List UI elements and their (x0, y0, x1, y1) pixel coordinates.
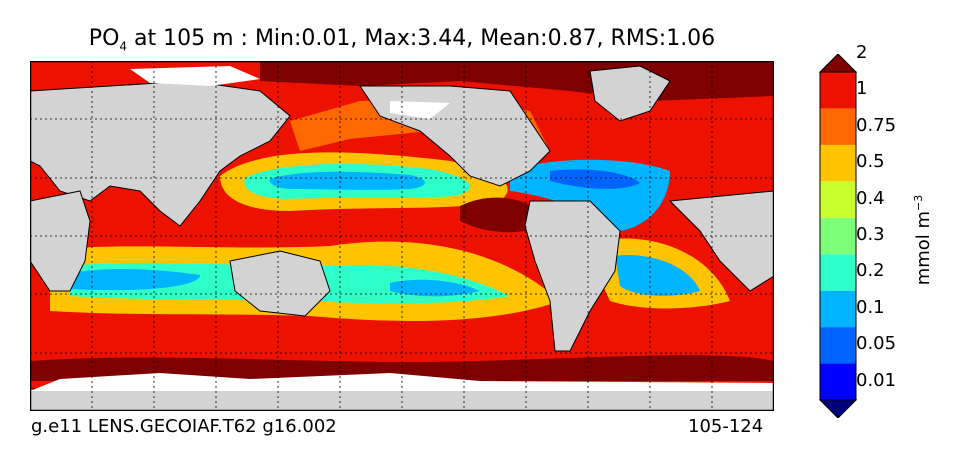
map-frame (30, 61, 774, 411)
colorbar-tick-label: 1 (856, 78, 868, 100)
land-australia (229, 250, 331, 317)
colorbar-extend-max (818, 54, 858, 73)
colorbar-tick-label: 2 (856, 41, 868, 63)
colorbar (818, 54, 858, 418)
colorbar-tick-label: 0.5 (856, 151, 885, 173)
footer-case-label: g.e11 LENS.GECOIAF.T62 g16.002 (31, 416, 337, 437)
colorbar-band (820, 144, 856, 182)
colorbar-band (820, 108, 856, 145)
colorbar-band (820, 363, 856, 400)
title-variable: PO (88, 26, 120, 51)
ocean-region-north-pacific-gyre-core (269, 171, 425, 190)
colorbar-tick-label: 0.1 (856, 296, 885, 318)
colorbar-frame (819, 71, 857, 401)
colorbar-tick-label: 0.75 (856, 114, 897, 136)
colorbar-units-label: mmol m−3 (912, 195, 934, 286)
colorbar-band (820, 254, 856, 291)
colorbar-units: mmol m (913, 210, 934, 286)
colorbar-band (820, 290, 856, 328)
colorbar-band (820, 217, 856, 255)
colorbar-tick-label: 0.2 (856, 260, 885, 282)
land-south-america (524, 200, 621, 352)
colorbar-band (820, 181, 856, 218)
ocean-region-south-pacific-core (390, 279, 480, 297)
title-stats: at 105 m : Min:0.01, Max:3.44, Mean:0.87… (127, 26, 716, 51)
plot-title: PO4 at 105 m : Min:0.01, Max:3.44, Mean:… (30, 26, 774, 53)
ocean-region-south-atlantic-inner (615, 255, 700, 296)
colorbar-extend-min (818, 399, 858, 418)
grid-lines (30, 61, 774, 411)
ocean-region-north-atlantic-core (550, 169, 640, 189)
footer-year-range: 105-124 (688, 416, 764, 437)
colorbar-tick-label: 0.3 (856, 224, 885, 245)
land-asia-europe (30, 80, 291, 227)
land-africa-east (668, 190, 774, 292)
land-africa (30, 190, 91, 292)
colorbar-band (820, 72, 856, 109)
colorbar-tick-label: 0.05 (856, 333, 897, 355)
title-variable-subscript: 4 (119, 39, 128, 54)
colorbar-tick-label: 0.4 (856, 187, 885, 209)
ocean-map (30, 61, 774, 411)
colorbar-tick-label: 0.01 (856, 369, 897, 391)
sea-ice-arctic (130, 66, 450, 119)
ocean-region-indian-ocean-core (70, 268, 200, 291)
colorbar-units-exponent: −3 (912, 194, 925, 211)
colorbar-band (820, 327, 856, 364)
